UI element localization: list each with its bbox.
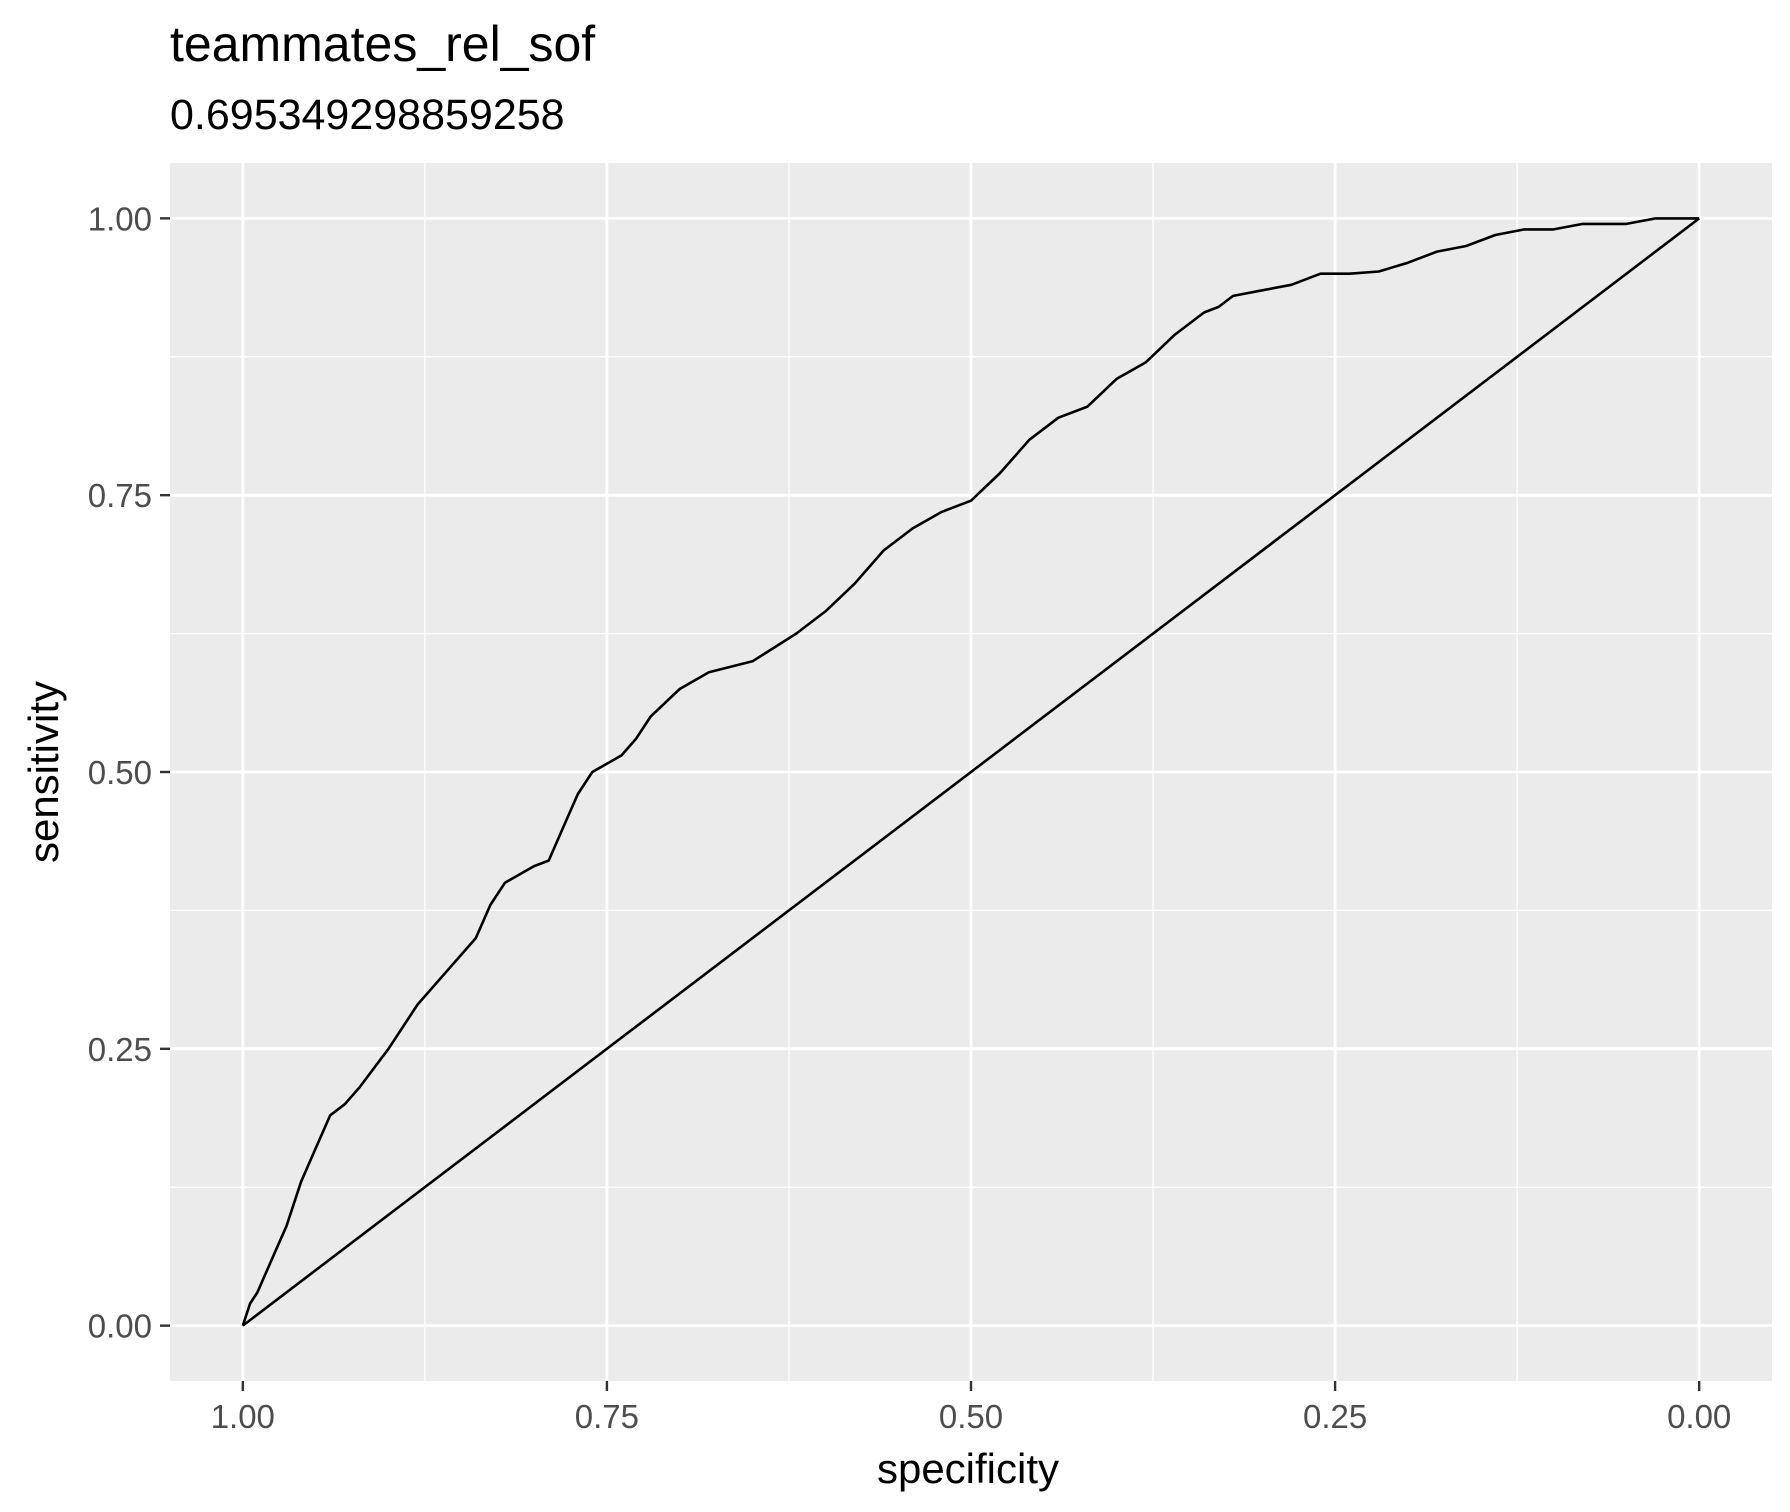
- chart-subtitle: 0.695349298859258: [170, 91, 565, 139]
- y-tick-label: 0.00: [88, 1308, 152, 1345]
- x-tick-label: 0.50: [939, 1398, 1003, 1435]
- y-axis: 0.00 0.25 0.50 0.75 1.00: [88, 200, 170, 1345]
- x-tick-label: 0.25: [1303, 1398, 1367, 1435]
- y-tick-label: 0.75: [88, 477, 152, 514]
- diagonal-reference-line: [242, 217, 1700, 1327]
- x-axis: 1.00 0.75 0.50 0.25 0.00: [211, 1381, 1731, 1435]
- x-tick-label: 1.00: [211, 1398, 275, 1435]
- x-tick-label: 0.75: [575, 1398, 639, 1435]
- y-tick-label: 1.00: [88, 200, 152, 237]
- y-tick-label: 0.50: [88, 754, 152, 791]
- series-layer: [241, 217, 1700, 1327]
- y-axis-label: sensitivity: [20, 681, 67, 863]
- x-axis-label: specificity: [877, 1445, 1059, 1492]
- x-tick-label: 0.00: [1667, 1398, 1731, 1435]
- y-tick-label: 0.25: [88, 1031, 152, 1068]
- roc-curve: [241, 217, 1700, 1327]
- chart-title: teammates_rel_sof: [170, 16, 596, 72]
